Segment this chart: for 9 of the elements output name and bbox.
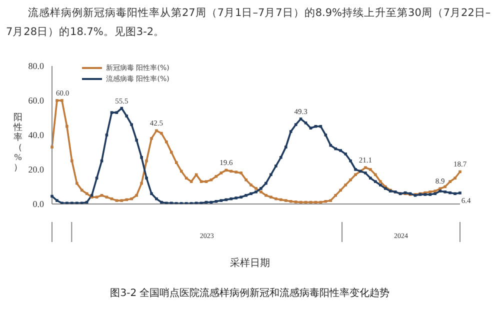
text: 图3-2 全国哨点医院流感样病例新冠和流感病毒阳性率变化趋势 (109, 286, 391, 300)
y-tick-label: 0.0 (32, 199, 44, 210)
y-tick-label: 40.0 (28, 130, 44, 140)
y-tick-label: 80.0 (28, 61, 44, 72)
y-axis-title: 阳性率（%） (12, 112, 24, 172)
x-axis-title: 采样日期 (229, 256, 271, 270)
text: 流感样病例新冠病毒阳性率从第27周（7月1日–7月7日）的8.9%持续上升至第30周（7月22日–7月28日）的18.7%。见图3-2。 (6, 7, 491, 38)
y-tick-label: 60.0 (28, 96, 44, 106)
y-tick-label: 20.0 (28, 164, 44, 175)
